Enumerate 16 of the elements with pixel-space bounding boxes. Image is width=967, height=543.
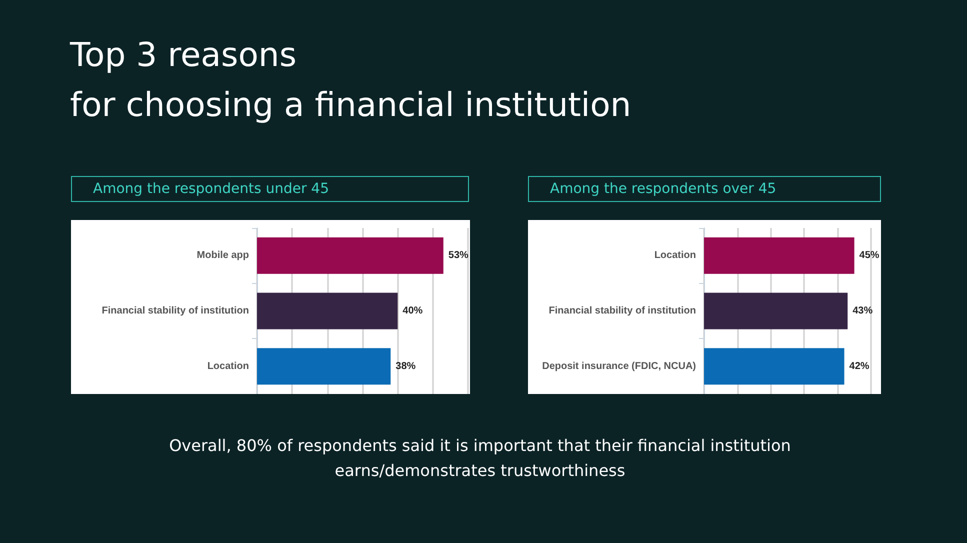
y-tick-label: Mobile app [196,250,249,262]
chart-subtitle: Among the respondents under 45 [71,176,469,202]
data-label: 38% [396,360,416,372]
data-label: 43% [852,306,873,316]
data-label: 42% [849,360,870,372]
chart-subtitle: Among the respondents over 45 [528,176,881,202]
y-tick-label: Location [207,360,249,372]
data-label: 40% [402,306,423,316]
data-label: 53% [448,250,469,262]
y-tick-label: Deposit insurance (FDIC, NCUA) [542,360,696,372]
chart-title: Top 3 reasons for choosing a financial institution [70,34,632,126]
y-tick-label: Financial stability of institution [548,306,696,316]
y-tick-label: Financial stability of institution [102,306,249,316]
text: Overall, 80% of respondents said it is important that their financial institution earns/demonstrates trustworthiness [168,435,792,482]
y-tick-label: Location [654,250,696,262]
data-label: 45% [859,250,880,262]
